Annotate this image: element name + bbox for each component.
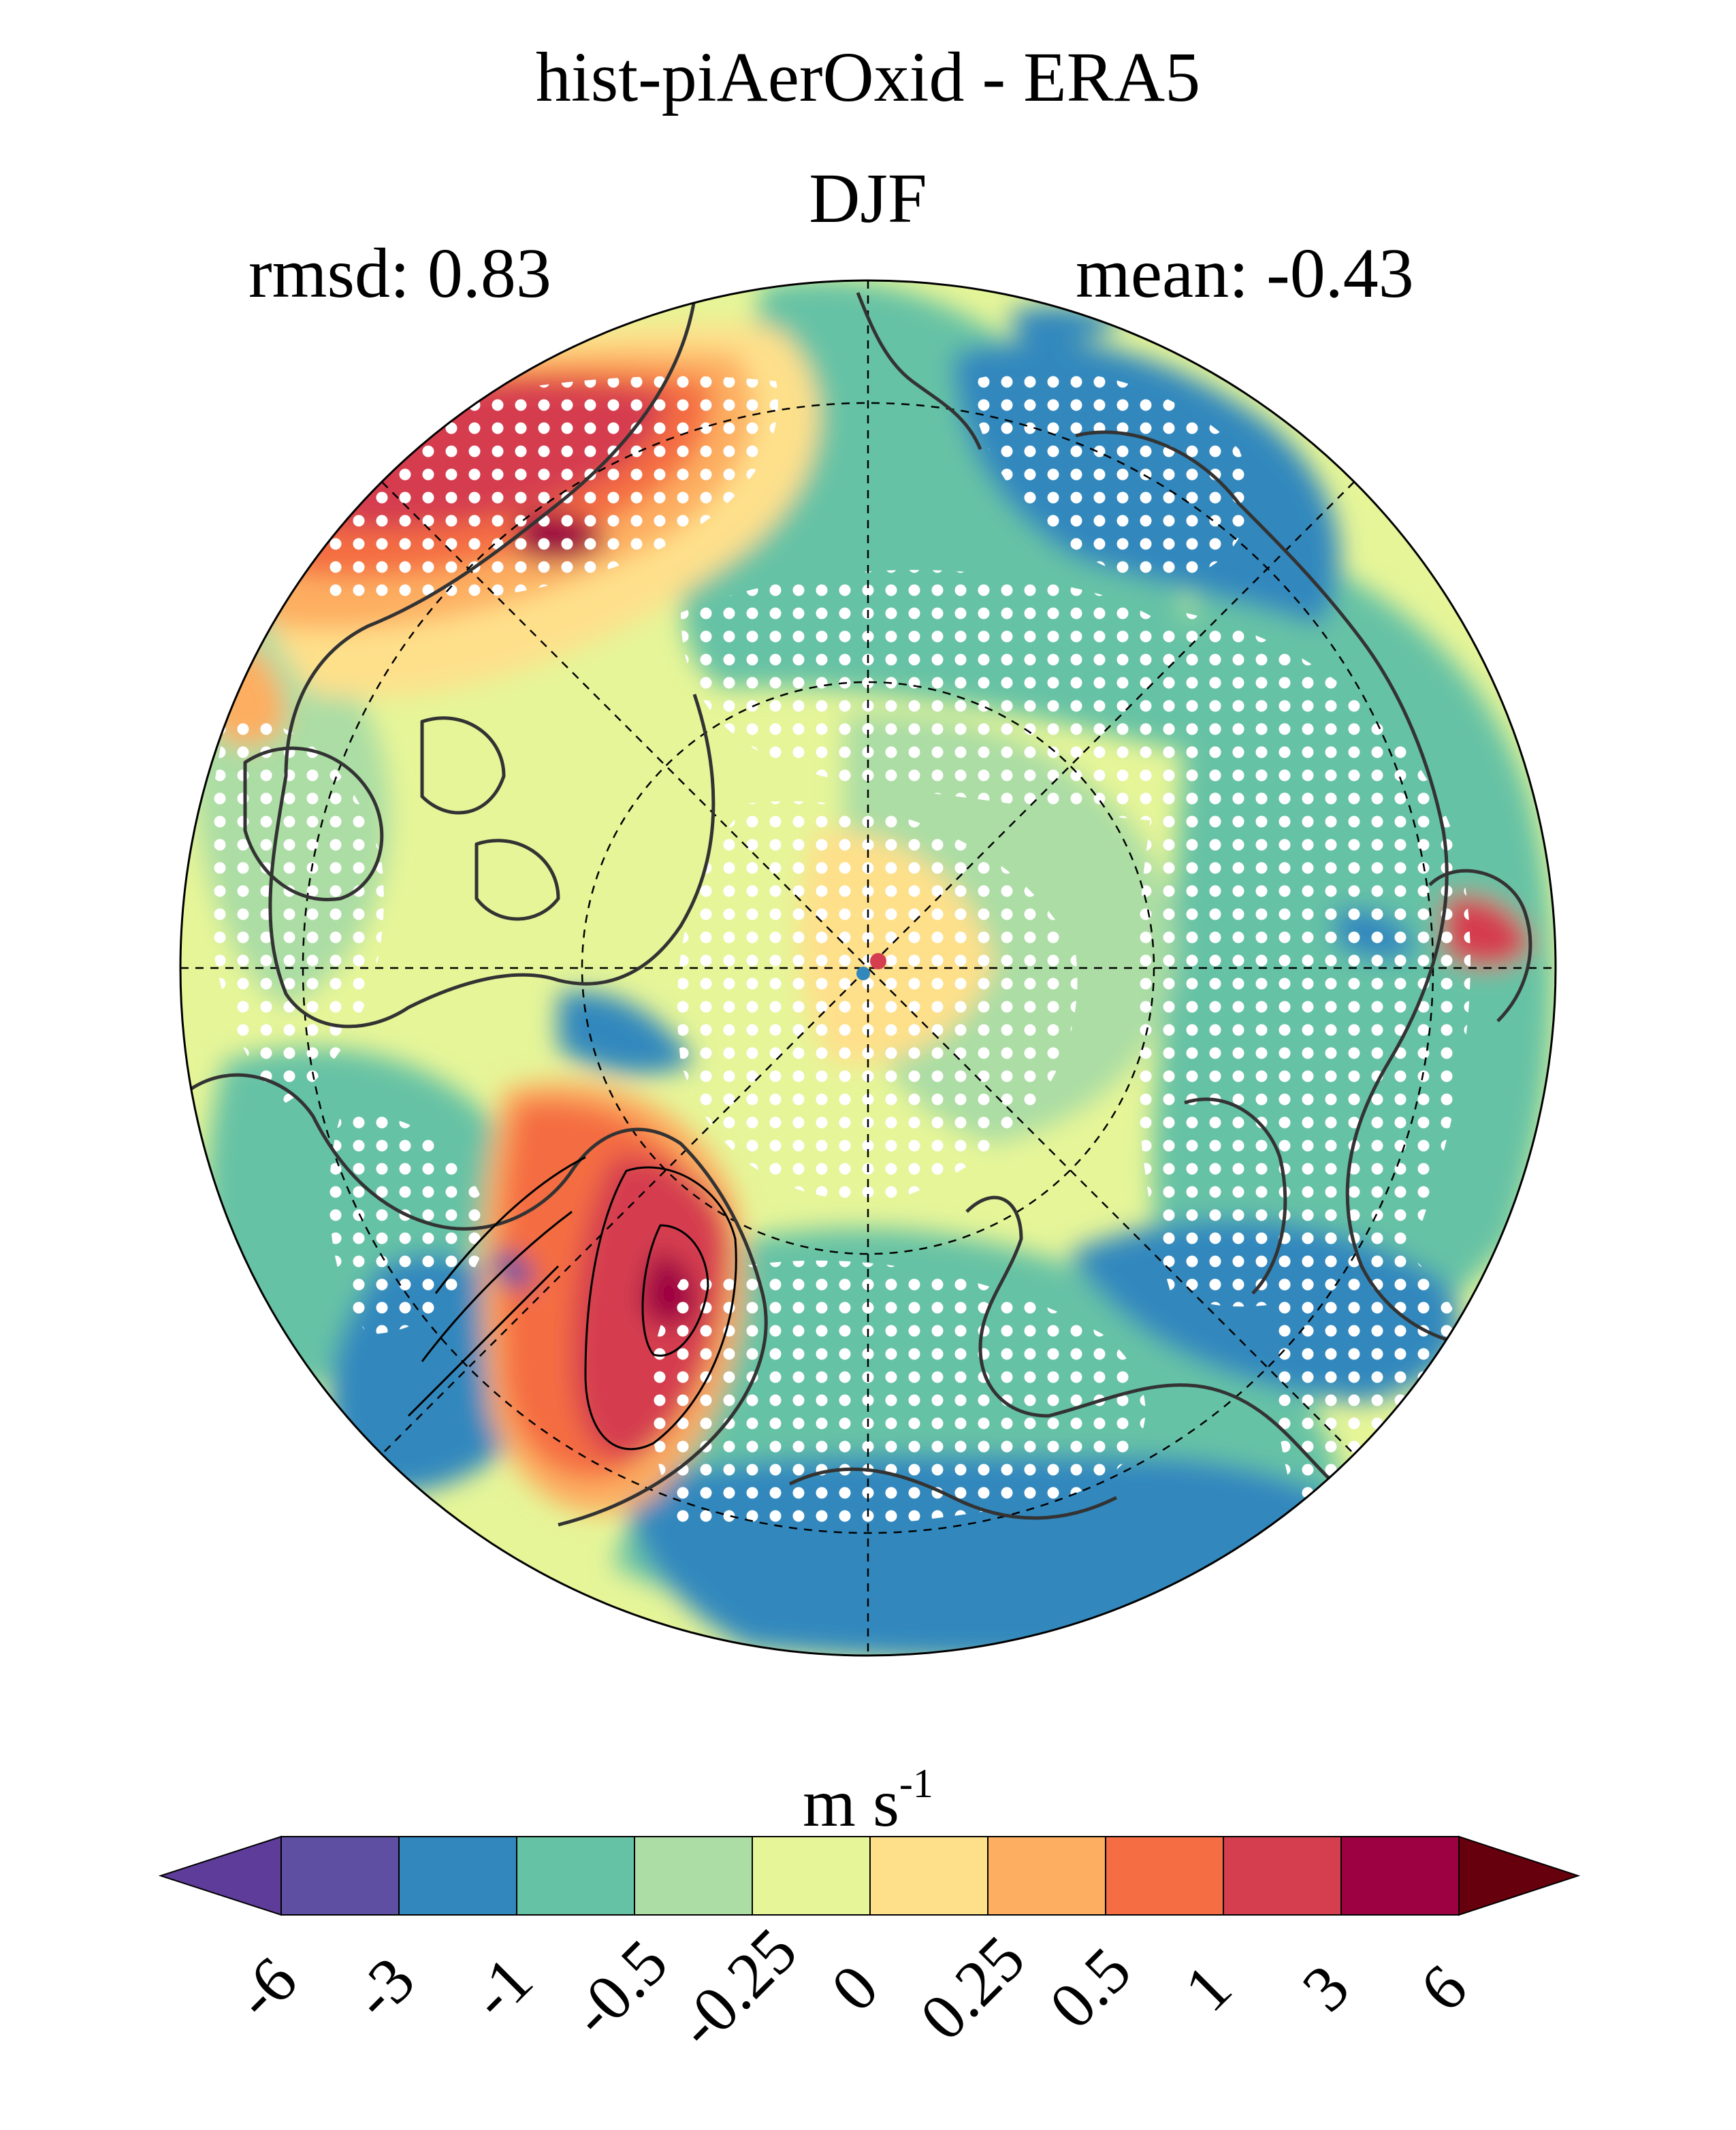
colorbar-tick-label: 0 <box>817 1950 892 2025</box>
graticule <box>180 280 1556 1656</box>
map-title: hist-piAerOxid - ERA5 <box>535 38 1201 116</box>
coastlines <box>189 292 1532 1527</box>
colorbar: -6 -3 -1 -0.5-0.25 0 0.250.5 1 3 6 <box>158 1835 1581 2062</box>
colorbar-swatch-9 <box>1340 1836 1460 1916</box>
colorbar-tick-label: -6 <box>221 1943 310 2033</box>
colorbar-tick-label: 0.5 <box>1035 1933 1145 2043</box>
stipple-region-southwest <box>329 1114 490 1334</box>
colorbar-over-arrow <box>1458 1835 1581 1916</box>
stipple-layer <box>204 370 1470 1530</box>
stipple-region-north <box>681 570 1293 824</box>
coastline-scandinavia <box>965 1195 1336 1485</box>
colorbar-tick-label: 3 <box>1288 1950 1363 2025</box>
coastline-southeast <box>788 1097 1287 1520</box>
coastline-north-america <box>189 1073 768 1527</box>
colorbar-swatch-0 <box>280 1836 400 1916</box>
stipple-region-northwest <box>325 376 779 604</box>
coastline-greenland <box>268 299 716 1029</box>
field-region-purple-southwest <box>490 1251 532 1289</box>
colorbar-tick-label: 0.25 <box>906 1922 1038 2054</box>
stipple-region-south <box>650 1260 1146 1530</box>
map-border <box>179 279 1557 1657</box>
coastline-canada-islands <box>243 716 560 921</box>
colorbar-swatch-4 <box>752 1836 871 1916</box>
pole-marker-high <box>870 953 886 969</box>
colorbar-swatch-8 <box>1223 1836 1342 1916</box>
colorbar-tick-label: 6 <box>1406 1950 1481 2025</box>
contour-negative-a <box>434 1156 586 1294</box>
coastline-alaska <box>856 292 982 450</box>
colorbar-tick-label: -0.25 <box>662 1914 810 2061</box>
units-base: m s <box>803 1765 899 1841</box>
colorbar-swatch-7 <box>1105 1836 1224 1916</box>
graticule-meridian-diagonal-b <box>381 481 1355 1455</box>
colorbar-swatch-5 <box>869 1836 988 1916</box>
colorbar-tick-label: -0.5 <box>556 1925 681 2050</box>
stipple-region-center <box>677 801 1078 1201</box>
coastline-siberia <box>1075 430 1498 1350</box>
colorbar-swatch-6 <box>987 1836 1106 1916</box>
contour-negative-b <box>421 1210 573 1362</box>
mean-label: mean: -0.43 <box>1076 234 1414 312</box>
rmsd-label: rmsd: 0.83 <box>248 234 551 312</box>
stipple-region-east <box>1136 613 1470 1307</box>
season-label: DJF <box>809 159 927 238</box>
colorbar-under-arrow <box>158 1835 282 1916</box>
contour-positive-inner <box>641 1224 709 1357</box>
coastline-east-landmass <box>1428 869 1532 1022</box>
colorbar-tick-label: 1 <box>1170 1950 1245 2025</box>
colorbar-tick-label: -1 <box>456 1943 546 2033</box>
colorbar-swatch-1 <box>398 1836 517 1916</box>
contour-negative-c <box>407 1265 560 1417</box>
pole-marker-low <box>856 967 870 980</box>
units-exponent: -1 <box>899 1761 933 1806</box>
colorbar-swatch-2 <box>516 1836 635 1916</box>
colorbar-tick-label: -3 <box>338 1943 428 2033</box>
anomaly-contours <box>407 1156 737 1451</box>
colorbar-units: m s-1 <box>0 1763 1736 1837</box>
stipple-region-west <box>204 719 384 1103</box>
contour-positive-outer <box>584 1166 737 1451</box>
graticule-meridian-diagonal-a <box>381 481 1355 1455</box>
field-region-blue-strait <box>558 991 694 1074</box>
colorbar-swatch-3 <box>634 1836 753 1916</box>
stipple-region-northeast <box>967 370 1249 585</box>
